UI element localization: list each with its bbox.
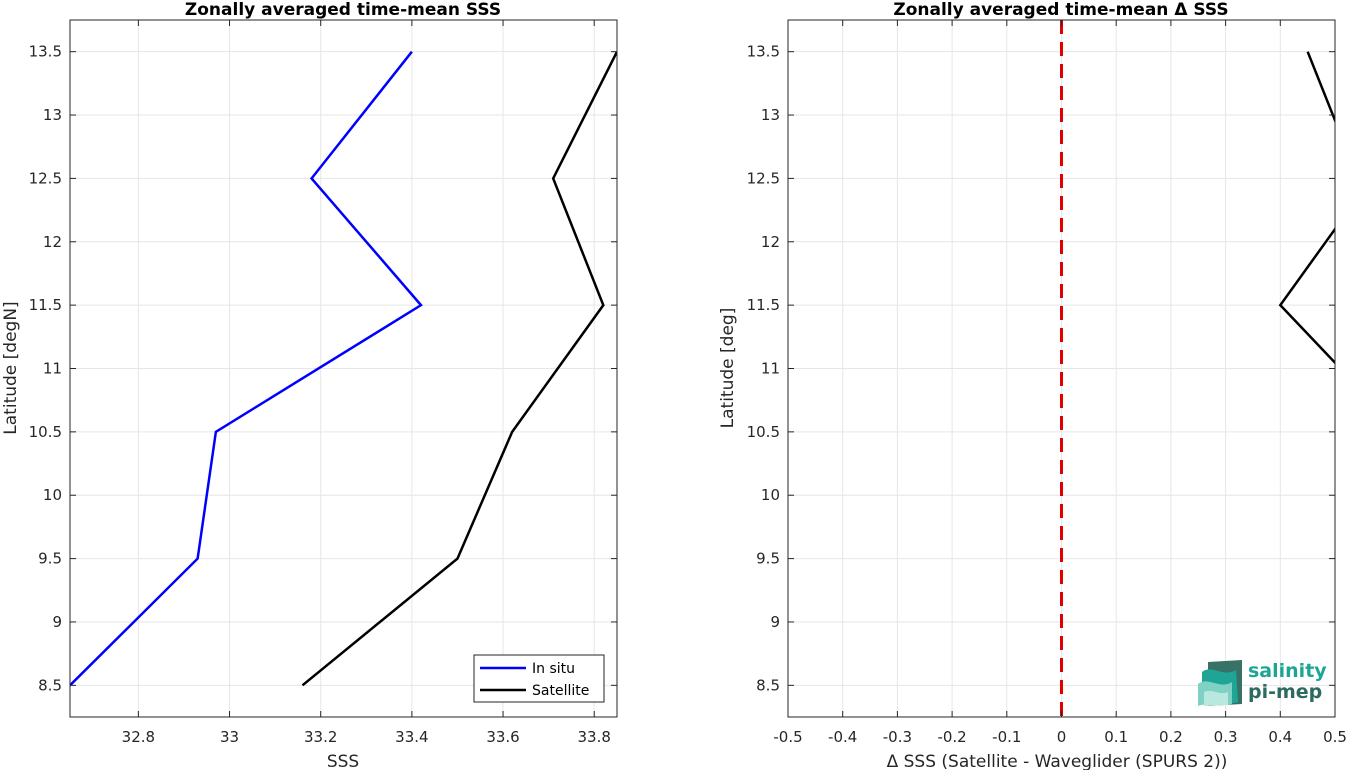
salinity-pi-mep-logo: salinity pi-mep	[1198, 660, 1327, 706]
delta-sss-x-tick-label: 0.3	[1214, 728, 1238, 746]
delta-sss-x-tick-label: -0.4	[828, 728, 857, 746]
delta-sss-y-axis-label: Latitude [deg]	[718, 308, 738, 429]
sss-series-satellite-line	[301, 51, 617, 687]
delta-sss-panel: Zonally averaged time-mean Δ SSS -0.5 -0.…	[718, 0, 1347, 770]
logo-wave-icon	[1198, 660, 1242, 706]
sss-y-tick-label: 13	[43, 106, 62, 124]
delta-sss-y-tick-label: 10.5	[747, 423, 780, 441]
delta-sss-y-tick-label: 12	[761, 233, 780, 251]
delta-sss-x-tick-label: -0.5	[773, 728, 802, 746]
legend: In situ Satellite	[473, 654, 605, 703]
delta-sss-series-segment-2-line	[1306, 51, 1335, 124]
delta-sss-x-tick-label: 0.2	[1159, 728, 1183, 746]
sss-series-group	[70, 50, 617, 687]
sss-x-tick-label: 33	[220, 728, 239, 746]
delta-sss-x-tick-label: -0.1	[992, 728, 1021, 746]
legend-entry-in-situ: In situ	[532, 661, 575, 677]
delta-sss-ticks: -0.5 -0.4 -0.3 -0.2 -0.1 0 0.1 0.2 0.3 0.4 0.5 8.5 9…	[747, 20, 1347, 746]
sss-y-tick-label: 12	[43, 233, 62, 251]
delta-sss-y-tick-label: 10	[761, 486, 780, 504]
sss-y-tick-label: 12.5	[29, 169, 62, 187]
sss-grid	[70, 20, 617, 717]
delta-sss-y-tick-label: 8.5	[756, 676, 780, 694]
delta-sss-x-tick-label: -0.2	[937, 728, 966, 746]
delta-sss-grid	[787, 20, 1336, 717]
sss-x-tick-label: 33.2	[304, 728, 337, 746]
sss-y-tick-label: 8.5	[38, 676, 62, 694]
delta-sss-x-axis-label: Δ SSS (Satellite - Waveglider (SPURS 2))	[887, 752, 1228, 770]
sss-x-tick-label: 33.8	[578, 728, 611, 746]
logo-text-pi-mep: pi-mep	[1248, 681, 1322, 703]
sss-chart-title: Zonally averaged time-mean SSS	[185, 0, 501, 20]
delta-sss-y-tick-label: 9.5	[756, 550, 780, 568]
sss-x-tick-label: 33.6	[486, 728, 519, 746]
sss-y-tick-label: 11.5	[29, 296, 62, 314]
delta-sss-y-tick-label: 12.5	[747, 169, 780, 187]
sss-x-axis-label: SSS	[327, 752, 359, 770]
sss-panel: Zonally averaged time-mean SSS 32.8 33 33.…	[1, 0, 618, 770]
logo-text-salinity: salinity	[1248, 660, 1327, 682]
sss-y-tick-label: 13.5	[29, 43, 62, 61]
legend-box	[473, 654, 605, 703]
sss-y-tick-label: 9	[52, 613, 62, 631]
sss-y-tick-label: 11	[43, 360, 62, 378]
delta-sss-x-tick-label: 0	[1057, 728, 1067, 746]
delta-sss-x-tick-label: -0.3	[883, 728, 912, 746]
delta-sss-x-tick-label: 0.5	[1323, 728, 1347, 746]
delta-sss-series-segment-1-line	[1278, 226, 1335, 365]
delta-sss-y-tick-label: 11.5	[747, 296, 780, 314]
delta-sss-x-tick-label: 0.1	[1104, 728, 1128, 746]
legend-entry-satellite: Satellite	[532, 683, 589, 699]
sss-y-axis-label: Latitude [degN]	[1, 301, 21, 434]
sss-ticks: 32.8 33 33.2 33.4 33.6 33.8 8.5 9 9.5 10 10.5 11 11.…	[29, 20, 617, 746]
sss-series-in-situ-line	[70, 50, 423, 687]
sss-y-tick-label: 9.5	[38, 550, 62, 568]
delta-sss-y-tick-label: 11	[761, 360, 780, 378]
sss-x-tick-label: 33.4	[395, 728, 428, 746]
sss-y-tick-label: 10.5	[29, 423, 62, 441]
delta-sss-y-tick-label: 13.5	[747, 43, 780, 61]
sss-y-tick-label: 10	[43, 486, 62, 504]
delta-sss-y-tick-label: 13	[761, 106, 780, 124]
delta-sss-y-tick-label: 9	[770, 613, 780, 631]
sss-x-tick-label: 32.8	[122, 728, 155, 746]
delta-sss-x-tick-label: 0.4	[1268, 728, 1292, 746]
delta-sss-chart-title: Zonally averaged time-mean Δ SSS	[893, 0, 1228, 20]
